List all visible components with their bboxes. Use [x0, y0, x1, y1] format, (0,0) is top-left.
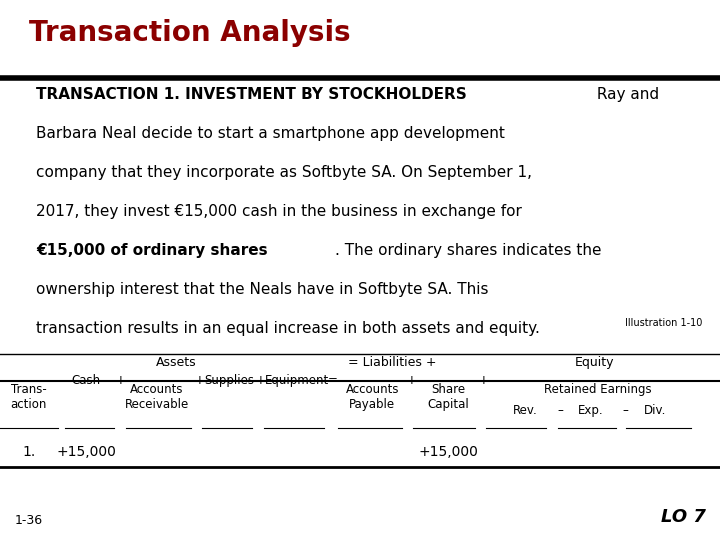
Text: +: + [479, 374, 489, 387]
Text: LO 7: LO 7 [661, 509, 706, 526]
Text: =: = [328, 374, 338, 387]
Text: Illustration 1-10: Illustration 1-10 [625, 318, 702, 328]
Text: Equity: Equity [575, 356, 613, 369]
Text: Assets: Assets [156, 356, 197, 369]
Text: Transaction Analysis: Transaction Analysis [29, 19, 351, 47]
Text: 1.: 1. [22, 446, 35, 460]
Text: Cash: Cash [72, 374, 101, 387]
Text: Retained Earnings: Retained Earnings [544, 383, 652, 396]
Text: 1-36: 1-36 [14, 514, 42, 526]
Text: TRANSACTION 1. INVESTMENT BY STOCKHOLDERS: TRANSACTION 1. INVESTMENT BY STOCKHOLDER… [36, 87, 467, 103]
Text: Div.: Div. [644, 404, 667, 417]
Text: . The ordinary shares indicates the: . The ordinary shares indicates the [335, 243, 601, 258]
Text: +15,000: +15,000 [418, 446, 479, 460]
Text: Share
Capital: Share Capital [428, 383, 469, 411]
Text: Accounts
Payable: Accounts Payable [346, 383, 399, 411]
Text: transaction results in an equal increase in both assets and equity.: transaction results in an equal increase… [36, 321, 540, 336]
Text: Rev.: Rev. [513, 404, 538, 417]
Text: 2017, they invest €15,000 cash in the business in exchange for: 2017, they invest €15,000 cash in the bu… [36, 204, 522, 219]
Text: Equipment: Equipment [265, 374, 330, 387]
Text: company that they incorporate as Softbyte SA. On September 1,: company that they incorporate as Softbyt… [36, 165, 532, 180]
Text: Barbara Neal decide to start a smartphone app development: Barbara Neal decide to start a smartphon… [36, 126, 505, 141]
Text: Accounts
Receivable: Accounts Receivable [125, 383, 189, 411]
Text: +: + [256, 374, 266, 387]
Text: ownership interest that the Neals have in Softbyte SA. This: ownership interest that the Neals have i… [36, 282, 488, 297]
Text: Exp.: Exp. [577, 404, 603, 417]
Text: –: – [557, 404, 563, 417]
Text: = Liabilities +: = Liabilities + [348, 356, 436, 369]
Text: Ray and: Ray and [592, 87, 659, 103]
Text: +: + [195, 374, 205, 387]
Text: Trans-
action: Trans- action [11, 383, 47, 411]
Text: +15,000: +15,000 [56, 446, 117, 460]
Text: €15,000 of ordinary shares: €15,000 of ordinary shares [36, 243, 268, 258]
Text: Supplies: Supplies [204, 374, 254, 387]
Text: –: – [622, 404, 628, 417]
Text: +: + [115, 374, 125, 387]
Text: +: + [407, 374, 417, 387]
